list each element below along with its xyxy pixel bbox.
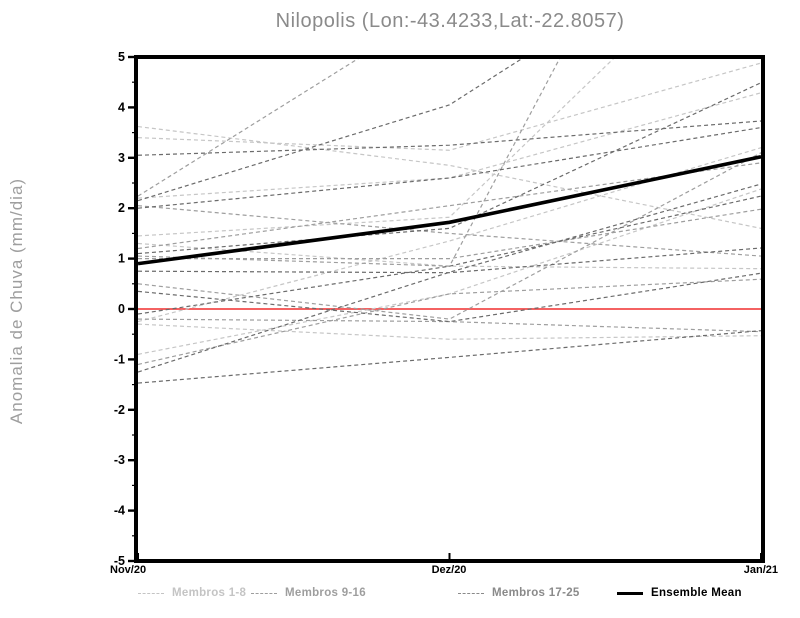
solid-line-swatch bbox=[617, 591, 643, 595]
dashed-line-swatch bbox=[251, 592, 277, 594]
y-tick-label: -3 bbox=[114, 453, 125, 467]
chart-title: Nilopolis (Lon:-43.4233,Lat:-22.8057) bbox=[275, 10, 625, 32]
y-tick-label: -2 bbox=[114, 403, 125, 417]
member-line-group-2 bbox=[138, 205, 761, 257]
member-line-group-3 bbox=[138, 126, 761, 209]
plot-area bbox=[138, 59, 761, 384]
member-line-group-2 bbox=[138, 318, 761, 333]
y-tick-label: 2 bbox=[118, 201, 125, 215]
member-line-group-3 bbox=[138, 330, 761, 384]
x-tick-label-jan: Jan/21 bbox=[743, 564, 778, 576]
member-line-group-2 bbox=[138, 152, 761, 320]
y-tick-label: -5 bbox=[114, 554, 125, 568]
legend-label: Membros 17-25 bbox=[492, 587, 580, 599]
y-tick-label: -1 bbox=[114, 352, 125, 366]
member-line-group-3 bbox=[138, 183, 761, 373]
legend: Membros 1-8 Membros 9-16 Membros 17-25 E… bbox=[0, 585, 800, 603]
legend-item-members-1-8: Membros 1-8 bbox=[138, 585, 246, 601]
y-tick-label: 0 bbox=[118, 302, 125, 316]
y-tick-label: 3 bbox=[118, 151, 125, 165]
dashed-line-swatch bbox=[138, 592, 164, 594]
member-line-group-3 bbox=[138, 59, 523, 202]
member-line-group-1 bbox=[138, 59, 614, 237]
ensemble-mean-line bbox=[138, 155, 761, 266]
member-line-group-3 bbox=[138, 195, 761, 315]
member-line-group-3 bbox=[138, 247, 761, 274]
member-line-group-1 bbox=[138, 242, 761, 270]
legend-item-members-9-16: Membros 9-16 bbox=[251, 585, 366, 601]
y-tick-label: 4 bbox=[118, 100, 125, 114]
legend-item-ensemble-mean: Ensemble Mean bbox=[617, 585, 742, 601]
legend-label: Ensemble Mean bbox=[651, 587, 742, 599]
y-tick-label: -4 bbox=[114, 504, 125, 518]
member-line-group-1 bbox=[138, 62, 761, 151]
y-tick-label: 1 bbox=[118, 252, 125, 266]
member-line-group-3 bbox=[138, 120, 761, 156]
member-line-group-1 bbox=[138, 188, 761, 355]
legend-label: Membros 9-16 bbox=[285, 587, 366, 599]
member-line-group-2 bbox=[138, 59, 359, 197]
x-tick-label-dez: Dez/20 bbox=[431, 564, 467, 576]
member-line-group-2 bbox=[138, 208, 761, 260]
x-tick-label-nov: Nov/20 bbox=[110, 564, 147, 576]
member-line-group-2 bbox=[138, 278, 761, 366]
member-line-group-3 bbox=[138, 82, 761, 255]
member-line-group-3 bbox=[138, 272, 761, 323]
legend-label: Membros 1-8 bbox=[172, 587, 247, 599]
member-line-group-2 bbox=[138, 59, 561, 267]
member-line-group-1 bbox=[138, 323, 761, 340]
member-line-group-1 bbox=[138, 147, 761, 323]
legend-item-members-17-25: Membros 17-25 bbox=[458, 585, 580, 601]
dashed-line-swatch bbox=[458, 592, 484, 594]
y-tick-label: 5 bbox=[118, 50, 125, 64]
member-line-group-1 bbox=[138, 92, 761, 199]
member-line-group-1 bbox=[138, 125, 761, 229]
